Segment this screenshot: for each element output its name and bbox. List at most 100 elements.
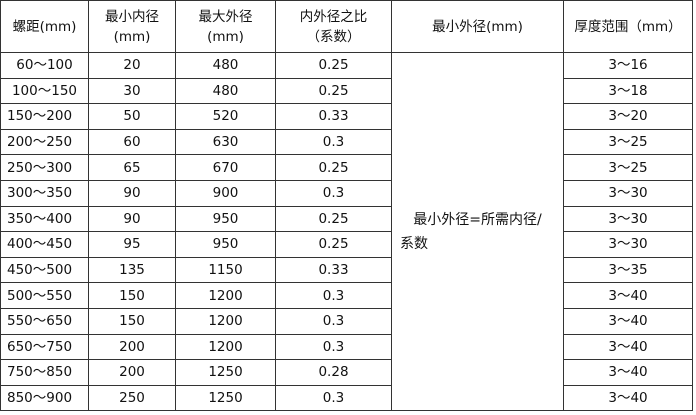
cell-thickness: 3～40 [563, 359, 693, 386]
header-ratio: 内外径之比 （系数） [275, 0, 392, 53]
header-unit: (mm) [113, 28, 151, 45]
header-min-outer: 最小外径(mm) [391, 0, 564, 53]
cell-ratio: 0.33 [275, 256, 392, 284]
cell-pitch: 650～750 [0, 333, 89, 361]
cell-max-outer: 480 [175, 77, 276, 105]
cell-pitch: 550～650 [0, 307, 89, 335]
cell-pitch: 750～850 [0, 359, 89, 386]
cell-min-inner: 200 [88, 359, 176, 386]
table-row: 400～450 95 950 0.25 3～30 [0, 231, 693, 258]
cell-ratio: 0.25 [275, 154, 392, 181]
table-row: 100～150 30 480 0.25 3～18 [0, 77, 693, 105]
cell-min-inner: 50 [88, 103, 176, 130]
cell-thickness: 3～40 [563, 333, 693, 361]
cell-thickness: 3～25 [563, 154, 693, 181]
cell-max-outer: 520 [175, 103, 276, 130]
cell-pitch: 350～400 [0, 205, 89, 233]
cell-thickness: 3～30 [563, 231, 693, 258]
table-row: 500～550 150 1200 0.3 3～40 [0, 282, 693, 309]
cell-ratio: 0.25 [275, 231, 392, 258]
cell-pitch: 250～300 [0, 154, 89, 181]
cell-thickness: 3～40 [563, 282, 693, 309]
cell-min-outer-formula: 最小外径=所需内径/系数 [391, 51, 564, 412]
cell-min-inner: 90 [88, 205, 176, 233]
cell-ratio: 0.25 [275, 52, 392, 79]
cell-thickness: 3～30 [563, 205, 693, 233]
header-label: 厚度范围（mm） [574, 18, 682, 35]
cell-pitch: 300～350 [0, 179, 89, 207]
cell-thickness: 3～35 [563, 256, 693, 284]
cell-min-inner: 250 [88, 384, 176, 412]
cell-thickness: 3～40 [563, 307, 693, 335]
cell-max-outer: 950 [175, 231, 276, 258]
cell-max-outer: 1200 [175, 333, 276, 361]
cell-thickness: 3～20 [563, 103, 693, 130]
header-thickness: 厚度范围（mm） [563, 0, 693, 53]
cell-pitch: 500～550 [0, 282, 89, 309]
cell-pitch: 150～200 [0, 103, 89, 130]
cell-max-outer: 480 [175, 52, 276, 79]
table-row: 450～500 135 1150 0.33 3～35 [0, 256, 693, 284]
cell-min-inner: 150 [88, 307, 176, 335]
table-row: 60～100 20 480 0.25 最小外径=所需内径/系数 3～16 [0, 51, 693, 412]
cell-min-inner: 135 [88, 256, 176, 284]
header-pitch: 螺距(mm) [0, 0, 89, 53]
cell-max-outer: 900 [175, 179, 276, 207]
table-row: 350～400 90 950 0.25 3～30 [0, 205, 693, 233]
cell-min-inner: 60 [88, 128, 176, 156]
header-max-outer: 最大外径 (mm) [175, 0, 276, 53]
cell-pitch: 100～150 [0, 77, 89, 105]
cell-thickness: 3～40 [563, 384, 693, 412]
table-row: 850～900 250 1250 0.3 3～40 [0, 384, 693, 412]
header-unit: (mm) [207, 28, 244, 45]
table-row: 300～350 90 900 0.3 3～30 [0, 179, 693, 207]
header-label: 最小外径(mm) [432, 18, 523, 35]
cell-max-outer: 1200 [175, 307, 276, 335]
formula-line: 最小外径=所需内径/ [413, 211, 542, 228]
cell-min-inner: 20 [88, 52, 176, 79]
header-unit: （系数） [306, 28, 361, 45]
cell-max-outer: 1250 [175, 384, 276, 412]
cell-ratio: 0.3 [275, 128, 392, 156]
cell-min-inner: 30 [88, 77, 176, 105]
header-label: 最大外径 [198, 8, 253, 25]
header-label: 内外径之比 [299, 8, 368, 25]
cell-ratio: 0.3 [275, 307, 392, 335]
cell-ratio: 0.25 [275, 77, 392, 105]
cell-pitch: 450～500 [0, 256, 89, 284]
header-label: 螺距(mm) [12, 18, 77, 35]
cell-ratio: 0.25 [275, 205, 392, 233]
cell-min-inner: 65 [88, 154, 176, 181]
cell-min-inner: 95 [88, 231, 176, 258]
table-row: 200～250 60 630 0.3 3～25 [0, 128, 693, 156]
header-label: 最小内径 [105, 8, 159, 25]
cell-thickness: 3～30 [563, 179, 693, 207]
cell-min-inner: 200 [88, 333, 176, 361]
table-row: 150～200 50 520 0.33 3～20 [0, 103, 693, 130]
cell-thickness: 3～25 [563, 128, 693, 156]
cell-max-outer: 1200 [175, 282, 276, 309]
cell-ratio: 0.33 [275, 103, 392, 130]
table-row: 650～750 200 1200 0.3 3～40 [0, 333, 693, 361]
cell-ratio: 0.3 [275, 384, 392, 412]
cell-min-inner: 90 [88, 179, 176, 207]
table-row: 750～850 200 1250 0.28 3～40 [0, 359, 693, 386]
cell-pitch: 200～250 [0, 128, 89, 156]
cell-ratio: 0.3 [275, 333, 392, 361]
cell-ratio: 0.28 [275, 359, 392, 386]
cell-max-outer: 630 [175, 128, 276, 156]
cell-pitch: 400～450 [0, 231, 89, 258]
cell-pitch: 850～900 [0, 384, 89, 412]
cell-ratio: 0.3 [275, 179, 392, 207]
cell-max-outer: 1150 [175, 256, 276, 284]
header-row: 螺距(mm) 最小内径 (mm) 最大外径 (mm) 内外径之比 （系数） 最小外径(… [0, 0, 693, 53]
table-row: 250～300 65 670 0.25 3～25 [0, 154, 693, 181]
table-row: 550～650 150 1200 0.3 3～40 [0, 307, 693, 335]
cell-max-outer: 1250 [175, 359, 276, 386]
cell-max-outer: 670 [175, 154, 276, 181]
cell-max-outer: 950 [175, 205, 276, 233]
header-min-inner: 最小内径 (mm) [88, 0, 176, 53]
formula-line: 系数 [400, 235, 428, 252]
cell-min-inner: 150 [88, 282, 176, 309]
cell-thickness: 3～18 [563, 77, 693, 105]
